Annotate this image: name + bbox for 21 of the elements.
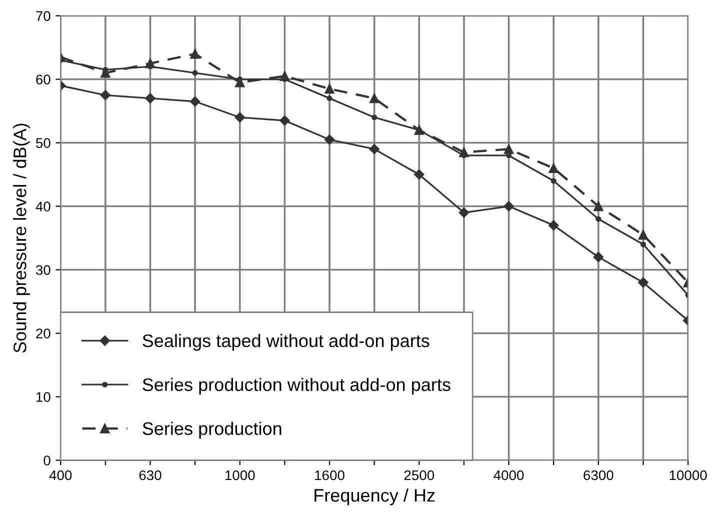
y-tick-label: 20 bbox=[36, 328, 50, 338]
y-tick-label: 30 bbox=[36, 265, 50, 275]
y-tick-label: 50 bbox=[36, 138, 50, 148]
y-tick-label: 40 bbox=[36, 202, 50, 212]
y-axis-title: Sound pressure level / dB(A) bbox=[13, 124, 30, 353]
x-tick-label: 2500 bbox=[404, 470, 434, 480]
y-tick-label: 60 bbox=[36, 74, 50, 84]
legend-label: Sealings taped without add-on parts bbox=[142, 334, 430, 351]
y-tick-label: 70 bbox=[36, 11, 50, 21]
x-tick-label: 6300 bbox=[584, 470, 614, 480]
y-tick-label: 10 bbox=[36, 392, 50, 402]
x-tick-label: 1000 bbox=[225, 470, 255, 480]
legend-label: Series production without add-on parts bbox=[142, 378, 450, 395]
x-tick-label: 4000 bbox=[494, 470, 524, 480]
x-tick-label: 630 bbox=[139, 470, 162, 480]
x-axis-title: Frequency / Hz bbox=[314, 488, 435, 506]
x-tick-label: 10000 bbox=[670, 470, 707, 480]
x-tick-label: 1600 bbox=[315, 470, 344, 480]
y-tick-label: 0 bbox=[44, 456, 50, 466]
legend-label: Series production bbox=[142, 422, 282, 439]
x-tick-label: 400 bbox=[49, 470, 72, 480]
